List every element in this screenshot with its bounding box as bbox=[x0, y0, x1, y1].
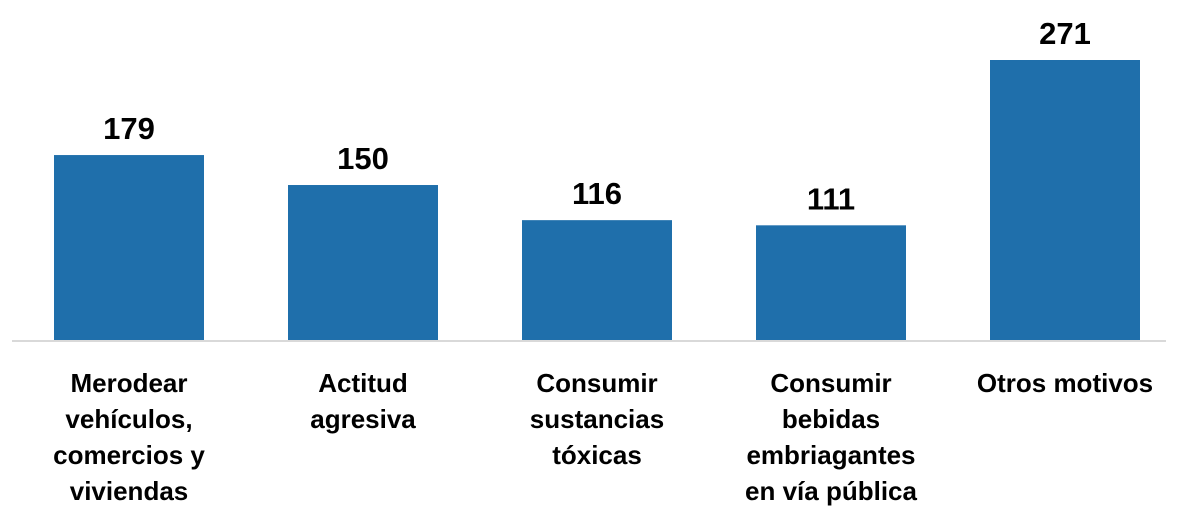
category-label-line: comercios y bbox=[53, 440, 205, 470]
category-label-line: Otros motivos bbox=[977, 368, 1153, 398]
category-label-2: Consumir sustancias tóxicas bbox=[530, 368, 664, 470]
bar-1 bbox=[288, 185, 438, 340]
bars-group bbox=[54, 60, 1140, 340]
category-labels-group: Merodear vehículos, comercios y viviendas Ac… bbox=[53, 368, 1153, 506]
value-label-4: 271 bbox=[1039, 16, 1091, 51]
bar-0 bbox=[54, 155, 204, 340]
category-label-line: agresiva bbox=[310, 404, 416, 434]
category-label-line: en vía pública bbox=[745, 476, 917, 506]
category-label-line: bebidas bbox=[782, 404, 880, 434]
category-label-line: Actitud bbox=[318, 368, 408, 398]
category-label-line: Consumir bbox=[536, 368, 657, 398]
category-label-line: Consumir bbox=[770, 368, 891, 398]
bar-4 bbox=[990, 60, 1140, 340]
value-label-1: 150 bbox=[337, 141, 389, 176]
bar-3 bbox=[756, 225, 906, 340]
category-label-line: viviendas bbox=[70, 476, 189, 506]
value-label-3: 111 bbox=[807, 181, 855, 216]
category-label-4: Otros motivos bbox=[977, 368, 1153, 398]
value-labels-group: 179 150 116 111 271 bbox=[103, 16, 1091, 216]
category-label-line: embriagantes bbox=[746, 440, 915, 470]
value-label-0: 179 bbox=[103, 111, 155, 146]
value-label-2: 116 bbox=[572, 176, 622, 211]
category-label-line: tóxicas bbox=[552, 440, 642, 470]
category-label-0: Merodear vehículos, comercios y viviendas bbox=[53, 368, 205, 506]
category-label-3: Consumir bebidas embriagantes en vía públic… bbox=[745, 368, 917, 506]
bar-2 bbox=[522, 220, 672, 340]
category-label-line: sustancias bbox=[530, 404, 664, 434]
category-label-1: Actitud agresiva bbox=[310, 368, 416, 434]
category-label-line: vehículos, bbox=[65, 404, 192, 434]
category-label-line: Merodear bbox=[70, 368, 187, 398]
